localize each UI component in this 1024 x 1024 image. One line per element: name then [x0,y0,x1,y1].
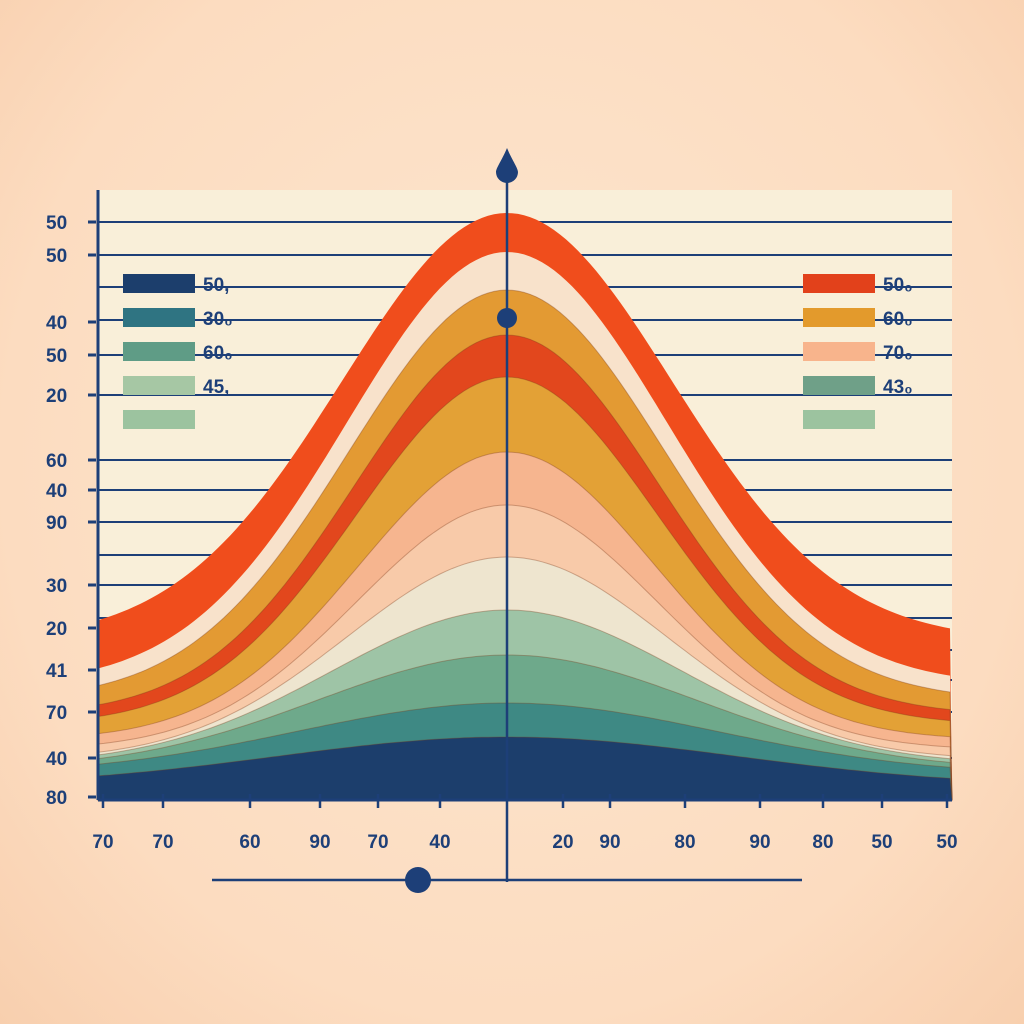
y-axis-ticks: 50 50 40 50 20 60 40 90 30 20 41 70 40 80 [46,213,96,809]
area-layer-12 [97,736,953,801]
x-tick-label: 50 [871,832,892,853]
x-tick-label: 90 [599,832,620,853]
y-tick-label: 20 [46,619,67,640]
y-tick-label: 80 [46,788,67,809]
legend-label: 50₀ [883,275,913,296]
y-tick-label: 60 [46,451,67,472]
x-tick-label: 80 [812,832,833,853]
legend-swatch [123,308,195,327]
y-tick-label: 20 [46,386,67,407]
legend-swatch [803,376,875,395]
legend-swatch [803,274,875,293]
legend-swatch [803,308,875,327]
legend-right: 50₀ 60₀ 70₀ 43₀ [803,274,913,429]
x-tick-label: 70 [152,832,173,853]
y-tick-label: 41 [46,661,68,682]
x-tick-label: 90 [749,832,770,853]
legend-label: 45, [203,377,229,398]
y-tick-label: 50 [46,346,67,367]
legend-swatch [803,410,875,429]
legend-swatch [123,274,195,293]
y-tick-label: 40 [46,313,67,334]
droplet-marker-icon [496,148,518,183]
x-tick-label: 80 [674,832,695,853]
legend-label: 70₀ [883,343,913,364]
y-tick-label: 40 [46,749,67,770]
slider-handle[interactable] [405,867,431,893]
x-tick-label: 60 [239,832,260,853]
x-tick-label: 90 [309,832,330,853]
y-tick-label: 70 [46,703,67,724]
center-dot-marker [497,308,517,328]
legend-swatch [123,376,195,395]
legend-label: 60₀ [203,343,233,364]
legend-swatch [123,342,195,361]
y-tick-label: 50 [46,246,67,267]
legend-label: 60₀ [883,309,913,330]
legend-label: 30₀ [203,309,233,330]
y-tick-label: 40 [46,481,67,502]
x-tick-label: 20 [552,832,573,853]
x-tick-label: 40 [429,832,450,853]
x-tick-label: 70 [367,832,388,853]
x-axis-ticks: 70 70 60 90 70 40 20 90 80 90 80 50 50 [92,794,958,853]
legend-swatch [803,342,875,361]
x-tick-label: 50 [936,832,957,853]
legend-label: 43₀ [883,377,913,398]
y-tick-label: 30 [46,576,67,597]
area-layers [97,213,953,801]
y-tick-label: 90 [46,513,67,534]
legend-swatch [123,410,195,429]
x-tick-label: 70 [92,832,113,853]
legend-left: 50, 30₀ 60₀ 45, [123,274,233,429]
y-tick-label: 50 [46,213,67,234]
legend-label: 50, [203,275,229,296]
